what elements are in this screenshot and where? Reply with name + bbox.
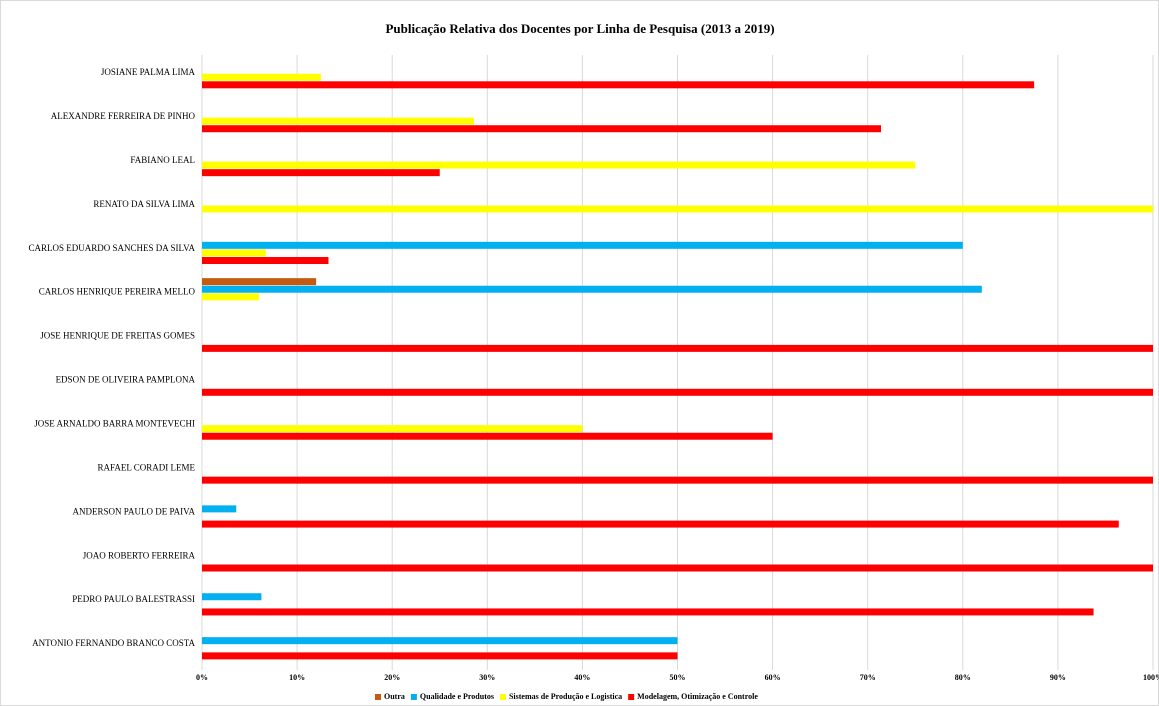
x-tick-label: 30% <box>479 673 495 682</box>
y-tick-label: CARLOS EDUARDO SANCHES DA SILVA <box>28 243 195 253</box>
x-tick-label: 100% <box>1143 673 1159 682</box>
x-tick-label: 10% <box>289 673 305 682</box>
bar <box>202 637 678 645</box>
y-tick-label: CARLOS HENRIQUE PEREIRA MELLO <box>39 287 196 297</box>
y-tick-label: ANDERSON PAULO DE PAIVA <box>73 506 196 516</box>
bar <box>202 257 329 265</box>
bar <box>202 593 262 601</box>
y-tick-label: JOSE ARNALDO BARRA MONTEVECHI <box>34 418 195 428</box>
bar <box>202 564 1153 572</box>
x-tick-label: 0% <box>196 673 208 682</box>
x-tick-label: 60% <box>765 673 781 682</box>
x-tick-label: 20% <box>384 673 400 682</box>
y-tick-label: ANTONIO FERNANDO BRANCO COSTA <box>32 638 195 648</box>
legend-swatch <box>499 694 506 700</box>
bar <box>202 344 1153 352</box>
y-tick-label: FABIANO LEAL <box>130 155 195 165</box>
legend-swatch <box>628 694 635 700</box>
x-tick-label: 70% <box>860 673 876 682</box>
legend-swatch <box>410 694 417 700</box>
x-tick-label: 80% <box>955 673 971 682</box>
bar <box>202 241 963 249</box>
bar <box>202 161 916 169</box>
bar <box>202 520 1119 528</box>
bar <box>202 388 1153 396</box>
legend-label: Sistemas de Produção e Logistica <box>509 692 622 701</box>
bar <box>202 652 678 660</box>
chart-title: Publicação Relativa dos Docentes por Lin… <box>385 21 774 36</box>
legend: Outra Qualidade e Produtos Sistemas de Pro… <box>375 692 758 701</box>
bar <box>202 73 321 81</box>
bar <box>202 278 317 286</box>
bar <box>202 432 773 440</box>
bar <box>202 293 260 301</box>
x-tick-label: 50% <box>670 673 686 682</box>
bar <box>202 117 474 125</box>
y-tick-label: EDSON DE OLIVEIRA PAMPLONA <box>56 375 196 385</box>
bar <box>202 608 1094 616</box>
x-tick-label: 40% <box>574 673 590 682</box>
bar <box>202 205 1153 213</box>
legend-label: Qualidade e Produtos <box>420 692 494 701</box>
bar <box>202 249 266 257</box>
y-tick-label: PEDRO PAULO BALESTRASSI <box>72 594 195 604</box>
y-tick-label: ALEXANDRE FERREIRA DE PINHO <box>51 111 196 121</box>
legend-label: Modelagem, Otimização e Controle <box>637 692 758 701</box>
legend-label: Outra <box>384 692 405 701</box>
bar <box>202 505 237 513</box>
labels: 0% 10% 20% 30% 40% 50% 60% 70% 80% 90% 100% JOSIANE… <box>28 67 1159 682</box>
bar <box>202 125 882 133</box>
bars <box>202 73 1153 660</box>
y-tick-label: RAFAEL CORADI LEME <box>98 462 196 472</box>
bar <box>202 81 1035 89</box>
y-tick-label: JOSIANE PALMA LIMA <box>101 67 196 77</box>
bar <box>202 425 583 433</box>
x-tick-label: 90% <box>1050 673 1066 682</box>
bar <box>202 285 982 293</box>
bar <box>202 476 1153 484</box>
bar <box>202 169 440 177</box>
y-tick-label: JOAO ROBERTO FERREIRA <box>83 550 196 560</box>
legend-swatch <box>375 694 381 700</box>
y-tick-label: RENATO DA SILVA LIMA <box>93 199 195 209</box>
y-tick-label: JOSE HENRIQUE DE FREITAS GOMES <box>40 331 195 341</box>
